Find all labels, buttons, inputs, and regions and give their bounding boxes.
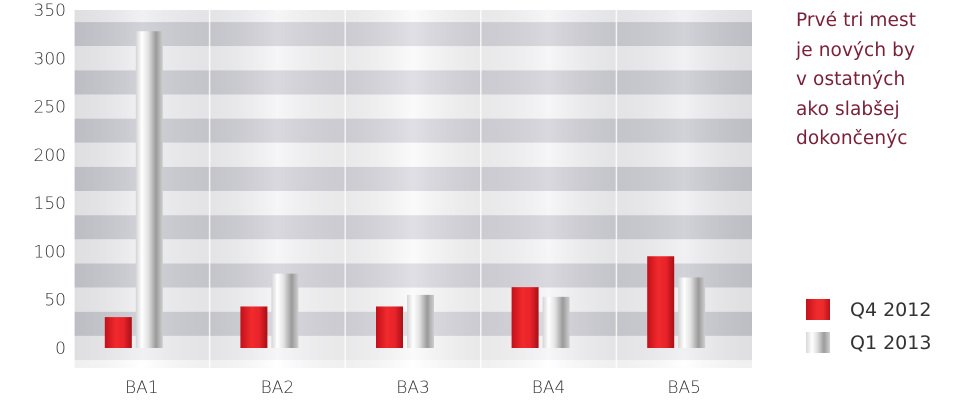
y-tick-label: 350 xyxy=(34,1,66,21)
bars xyxy=(104,31,706,348)
legend-label: Q4 2012 xyxy=(850,298,932,321)
side-text-line: ako slabšej xyxy=(796,98,900,120)
x-tick-label: BA4 xyxy=(532,378,566,398)
y-tick-label: 150 xyxy=(34,194,66,214)
legend: Q4 2012 Q1 2013 xyxy=(806,293,931,359)
y-tick-label: 0 xyxy=(55,339,66,359)
bar-q4-2012-ba5 xyxy=(647,256,675,348)
y-tick-label: 250 xyxy=(34,98,66,118)
x-tick-label: BA2 xyxy=(261,378,295,398)
y-tick-label: 300 xyxy=(34,49,66,69)
legend-item-q4-2012: Q4 2012 xyxy=(806,293,931,326)
legend-swatch-red xyxy=(806,299,830,320)
side-text-line: je nových by xyxy=(796,39,916,61)
bar-q1-2013-ba3 xyxy=(407,294,434,348)
x-tick-label: BA5 xyxy=(667,378,701,398)
side-text-line: dokončenýc xyxy=(796,128,908,149)
side-paragraph: Prvé tri mest je nových by v ostatných a… xyxy=(796,6,958,154)
bar-chart: 0 50 100 150 200 250 300 350 BA1 BA2 BA3 BA4 BA5 xyxy=(34,1,752,398)
bar-q1-2013-ba4 xyxy=(542,296,570,348)
legend-label: Q1 2013 xyxy=(850,331,932,354)
y-axis-ticks: 0 50 100 150 200 250 300 350 xyxy=(34,1,66,359)
bar-q4-2012-ba3 xyxy=(376,306,403,348)
bar-q4-2012-ba2 xyxy=(240,306,268,348)
legend-swatch-silver xyxy=(806,332,830,353)
bar-q1-2013-ba5 xyxy=(678,277,706,348)
bar-q4-2012-ba1 xyxy=(104,317,132,348)
y-tick-label: 50 xyxy=(44,291,66,311)
bar-q1-2013-ba1 xyxy=(135,31,163,348)
side-text-line: Prvé tri mest xyxy=(796,10,917,31)
x-axis-ticks: BA1 BA2 BA3 BA4 BA5 xyxy=(125,378,701,398)
legend-item-q1-2013: Q1 2013 xyxy=(806,326,931,359)
bar-q1-2013-ba2 xyxy=(271,273,299,348)
side-text-line: v ostatných xyxy=(796,69,906,90)
y-tick-label: 100 xyxy=(34,242,66,262)
bar-q4-2012-ba4 xyxy=(511,287,539,348)
x-tick-label: BA3 xyxy=(396,378,430,398)
x-tick-label: BA1 xyxy=(125,378,159,398)
y-tick-label: 200 xyxy=(34,146,66,166)
